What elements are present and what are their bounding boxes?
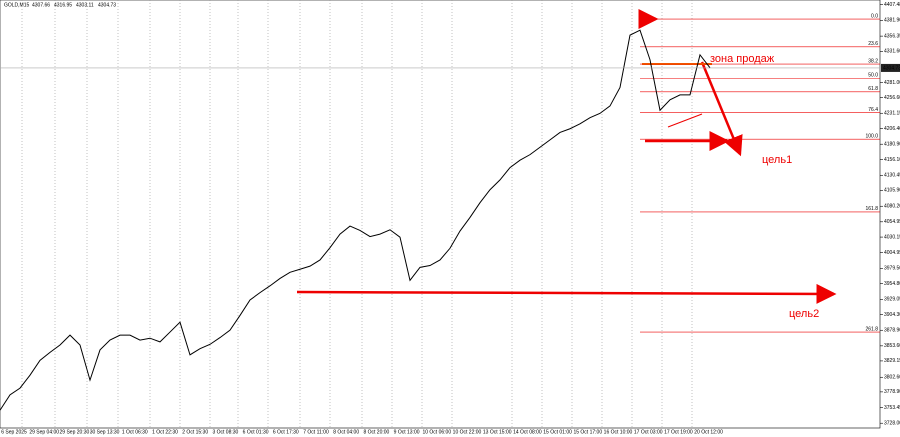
y-tick-label: 3904.30 xyxy=(884,312,900,318)
x-tick-label: 10 Oct 06:00 xyxy=(422,429,451,435)
y-tick-label: 4381.90 xyxy=(884,18,900,24)
y-tick-label: 4256.60 xyxy=(884,95,900,101)
fib-label: 261.8 xyxy=(865,326,878,332)
current-price-label: 4304.73 xyxy=(883,65,900,71)
y-tick-label: 4130.45 xyxy=(884,173,900,179)
y-tick-label: 4080.20 xyxy=(884,204,900,210)
x-tick-label: 16 Oct 10:00 xyxy=(604,429,633,435)
x-tick-label: 29 Sep 04:00 xyxy=(29,429,59,435)
x-tick-label: 7 Oct 11:00 xyxy=(303,429,329,435)
x-tick-label: 8 Oct 04:00 xyxy=(333,429,359,435)
fib-label: 61.8 xyxy=(868,86,878,92)
y-tick-label: 3878.90 xyxy=(884,328,900,334)
x-tick-label: 13 Oct 15:00 xyxy=(483,429,512,435)
y-tick-label: 3853.60 xyxy=(884,343,900,349)
plot-area xyxy=(0,0,881,429)
fib-label: 50.0 xyxy=(868,73,878,79)
y-tick-label: 4356.35 xyxy=(884,33,900,39)
y-tick-label: 3929.05 xyxy=(884,297,900,303)
low: 4303.11 xyxy=(76,2,94,8)
x-tick-label: 9 Oct 13:00 xyxy=(394,429,420,435)
y-tick-label: 4180.90 xyxy=(884,142,900,148)
y-tick-label: 4331.60 xyxy=(884,49,900,55)
x-tick-label: 8 Oct 20:00 xyxy=(363,429,389,435)
symbol: GOLD,M15 xyxy=(4,2,30,8)
fib-label: 76.4 xyxy=(868,107,878,113)
fib-label: 100.0 xyxy=(865,134,878,140)
y-tick-label: 4281.00 xyxy=(884,80,900,86)
fib-label: 0.0 xyxy=(871,13,878,19)
x-tick-label: 1 Oct 06:30 xyxy=(122,429,148,435)
price-line xyxy=(0,29,711,411)
y-tick-label: 3778.90 xyxy=(884,389,900,395)
y-tick-label: 3802.60 xyxy=(884,375,900,381)
fib-label: 161.8 xyxy=(865,206,878,212)
annotation: цель2 xyxy=(789,308,819,320)
annotation: цель1 xyxy=(762,154,792,166)
y-tick-label: 3954.80 xyxy=(884,281,900,287)
y-tick-label: 3753.45 xyxy=(884,405,900,411)
y-tick-label: 3728.00 xyxy=(884,421,900,427)
y-tick-label: 4206.40 xyxy=(884,126,900,132)
high: 4316.95 xyxy=(54,2,72,8)
x-tick-label: 15 Oct 17:00 xyxy=(573,429,602,435)
y-tick-label: 4105.90 xyxy=(884,188,900,194)
x-tick-label: 1 Oct 22:30 xyxy=(152,429,178,435)
x-tick-label: 6 Sep 2025 xyxy=(1,429,27,435)
fib-label: 23.6 xyxy=(868,41,878,47)
x-tick-label: 2 Oct 15:30 xyxy=(182,429,208,435)
y-tick-label: 3979.50 xyxy=(884,266,900,272)
x-tick-label: 6 Oct 17:30 xyxy=(273,429,299,435)
fib-label: 38.2 xyxy=(868,58,878,64)
x-tick-label: 17 Oct 03:00 xyxy=(634,429,663,435)
y-tick-label: 4156.10 xyxy=(884,157,900,163)
x-tick-label: 15 Oct 01:00 xyxy=(543,429,572,435)
current-price-box xyxy=(881,63,900,72)
x-tick-label: 14 Oct 08:00 xyxy=(513,429,542,435)
x-tick-label: 29 Sep 20:30 xyxy=(60,429,90,435)
annotation: зона продаж xyxy=(710,53,775,65)
x-tick-label: 6 Oct 01:30 xyxy=(243,429,269,435)
y-tick-label: 3829.15 xyxy=(884,358,900,364)
y-tick-label: 4004.95 xyxy=(884,250,900,256)
y-tick-label: 4231.15 xyxy=(884,111,900,117)
x-tick-label: 3 Oct 08:30 xyxy=(212,429,238,435)
y-tick-label: 4407.48 xyxy=(884,2,900,8)
y-tick-label: 4030.15 xyxy=(884,234,900,240)
x-tick-label: 20 Oct 12:00 xyxy=(694,429,723,435)
x-tick-label: 30 Sep 13:30 xyxy=(90,429,120,435)
open: 4307.66 xyxy=(32,2,50,8)
y-tick-label: 4054.95 xyxy=(884,219,900,225)
x-tick-label: 10 Oct 22:00 xyxy=(453,429,482,435)
close: 4304.73 xyxy=(98,2,116,8)
x-tick-label: 17 Oct 19:00 xyxy=(664,429,693,435)
